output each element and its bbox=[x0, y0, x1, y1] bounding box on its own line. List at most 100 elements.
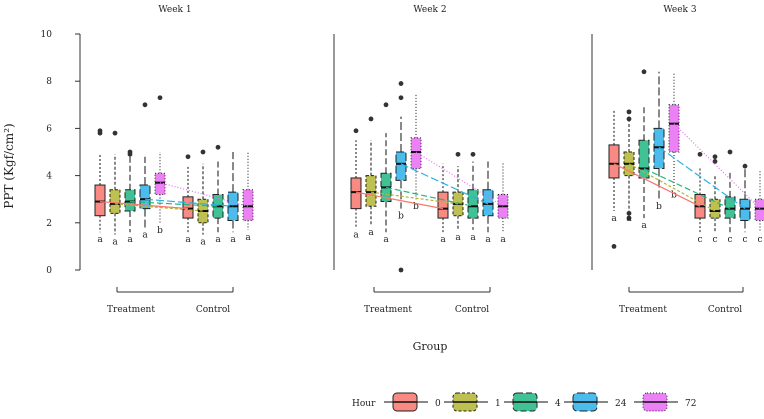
group-label-control: Control bbox=[196, 305, 230, 315]
significance-letter: a bbox=[200, 238, 206, 248]
box-iqr bbox=[139, 184, 151, 210]
significance-letter: c bbox=[712, 235, 717, 245]
legend: Hour 0 1 4 24 72 bbox=[352, 392, 696, 412]
y-axis: 0 2 4 6 8 10 bbox=[41, 30, 81, 276]
outlier-point bbox=[200, 149, 206, 155]
significance-letter: a bbox=[500, 235, 506, 245]
box-control-hour-4: c bbox=[724, 149, 736, 245]
outlier-point bbox=[470, 151, 476, 157]
outlier-point bbox=[712, 159, 718, 164]
trend-line-hour-24 bbox=[400, 163, 489, 205]
significance-letter: a bbox=[440, 235, 446, 245]
legend-entry-hour-1: 1 bbox=[444, 392, 501, 412]
legend-label: 4 bbox=[555, 399, 561, 409]
outlier-point bbox=[215, 144, 221, 150]
y-tick-label-2: 2 bbox=[46, 219, 52, 229]
box-iqr bbox=[754, 198, 764, 221]
outlier-point bbox=[697, 151, 703, 157]
box-control-hour-24: c bbox=[739, 163, 751, 245]
y-tick-label-10: 10 bbox=[41, 30, 53, 40]
box-treatment-hour-24: b bbox=[395, 81, 407, 273]
box-treatment-hour-1: a bbox=[365, 116, 377, 238]
trend-line-hour-4 bbox=[643, 167, 731, 210]
panel-title: Week 3 bbox=[663, 5, 696, 15]
box-iqr bbox=[395, 151, 407, 181]
box-iqr bbox=[724, 196, 736, 219]
outlier-point bbox=[641, 69, 647, 75]
box-control-hour-0: c bbox=[694, 151, 706, 245]
outlier-point bbox=[127, 149, 133, 155]
significance-letter: a bbox=[455, 233, 461, 243]
box-control-hour-24: a bbox=[482, 161, 494, 245]
significance-letter: b bbox=[157, 226, 163, 236]
significance-letter: a bbox=[245, 233, 251, 243]
box-iqr bbox=[94, 184, 106, 217]
outlier-point bbox=[398, 81, 404, 86]
legend-entry-hour-0: 0 bbox=[384, 392, 441, 412]
box-control-hour-0: a bbox=[437, 163, 449, 245]
outlier-point bbox=[142, 102, 148, 108]
trend-line-hour-24 bbox=[658, 146, 746, 210]
box-treatment-hour-72: b bbox=[154, 95, 166, 236]
significance-letter: c bbox=[742, 235, 747, 245]
box-treatment-hour-0: a bbox=[350, 128, 362, 241]
significance-letter: a bbox=[142, 231, 148, 241]
box-iqr bbox=[467, 189, 479, 219]
trend-line-hour-72 bbox=[673, 123, 761, 210]
legend-entry-hour-24: 24 bbox=[564, 392, 627, 412]
y-tick-label-4: 4 bbox=[46, 172, 52, 182]
significance-letter: c bbox=[757, 235, 762, 245]
significance-letter: a bbox=[641, 221, 647, 231]
box-iqr bbox=[709, 198, 721, 219]
legend-entry-hour-72: 72 bbox=[634, 392, 696, 412]
significance-letter: a bbox=[127, 235, 133, 245]
trend-line-hour-0 bbox=[355, 191, 444, 210]
box-control-hour-0: a bbox=[182, 154, 194, 245]
box-treatment-hour-24: b bbox=[653, 71, 665, 212]
outlier-point bbox=[383, 102, 389, 108]
box-control-hour-72: a bbox=[497, 161, 509, 245]
group-label-treatment: Treatment bbox=[364, 305, 412, 315]
significance-letter: b bbox=[656, 202, 662, 212]
significance-letter: a bbox=[383, 235, 389, 245]
legend-title: Hour bbox=[352, 399, 376, 409]
box-iqr bbox=[182, 196, 194, 219]
box-control-hour-72: a bbox=[242, 152, 254, 243]
box-treatment-hour-4: a bbox=[638, 69, 650, 231]
outlier-point bbox=[626, 109, 632, 115]
box-iqr bbox=[482, 189, 494, 217]
box-control-hour-1: a bbox=[452, 151, 464, 243]
group-label-treatment: Treatment bbox=[107, 305, 155, 315]
outlier-point bbox=[455, 151, 461, 157]
outlier-point bbox=[97, 128, 103, 134]
trend-line-hour-0 bbox=[613, 163, 701, 207]
y-axis-label: PPT (Kgf/cm²) bbox=[2, 123, 16, 208]
panel-title: Week 2 bbox=[413, 5, 446, 15]
outlier-point bbox=[353, 128, 359, 134]
legend-label: 24 bbox=[615, 399, 627, 409]
outlier-point bbox=[712, 154, 718, 160]
trend-line-hour-72 bbox=[415, 151, 504, 207]
trend-line-hour-0 bbox=[99, 200, 189, 210]
box-iqr bbox=[608, 144, 620, 179]
legend-entry-hour-4: 4 bbox=[504, 392, 561, 412]
x-axis-label: Group bbox=[413, 340, 448, 353]
significance-letter: a bbox=[611, 214, 617, 224]
box-treatment-hour-1: a bbox=[109, 130, 121, 248]
box-treatment-hour-0: a bbox=[94, 128, 106, 245]
outlier-point bbox=[368, 116, 374, 122]
significance-letter: a bbox=[626, 214, 632, 224]
box-control-hour-4: a bbox=[467, 151, 479, 243]
y-tick-label-8: 8 bbox=[46, 77, 52, 87]
group-label-control: Control bbox=[455, 305, 489, 315]
significance-letter: a bbox=[185, 235, 191, 245]
outlier-point bbox=[626, 116, 632, 122]
legend-label: 1 bbox=[495, 399, 501, 409]
significance-letter: a bbox=[112, 238, 118, 248]
significance-letter: a bbox=[368, 228, 374, 238]
y-tick-label-0: 0 bbox=[46, 266, 52, 276]
